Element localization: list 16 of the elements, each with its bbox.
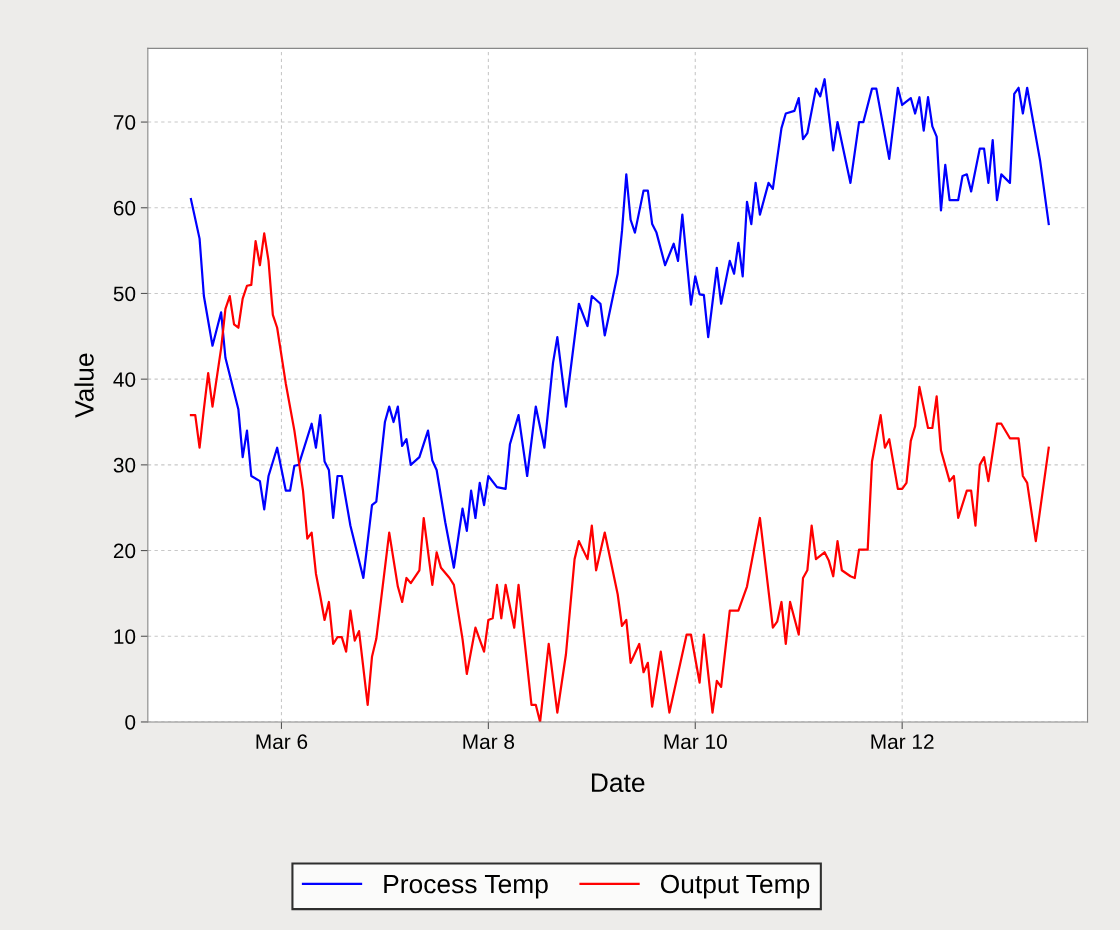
x-tick-label: Mar 12 <box>871 734 934 750</box>
y-tick-label: 10 <box>114 629 136 645</box>
legend-label: Output Temp <box>660 874 810 899</box>
x-tick-label: Mar 8 <box>463 734 515 750</box>
legend-label: Process Temp <box>384 874 548 899</box>
y-tick-label: 30 <box>113 457 136 473</box>
y-tick-label: 20 <box>113 543 136 559</box>
x-tick-label: Mar 6 <box>256 734 308 750</box>
x-axis-title: Date <box>591 773 645 793</box>
y-tick-label: 60 <box>113 200 136 216</box>
y-tick-label: 40 <box>113 372 136 387</box>
y-tick-label: 0 <box>125 714 136 730</box>
y-tick-label: 50 <box>113 286 136 302</box>
x-tick-label: Mar 10 <box>664 734 727 750</box>
y-tick-label: 70 <box>113 115 136 130</box>
y-axis-title: Value <box>74 353 94 418</box>
